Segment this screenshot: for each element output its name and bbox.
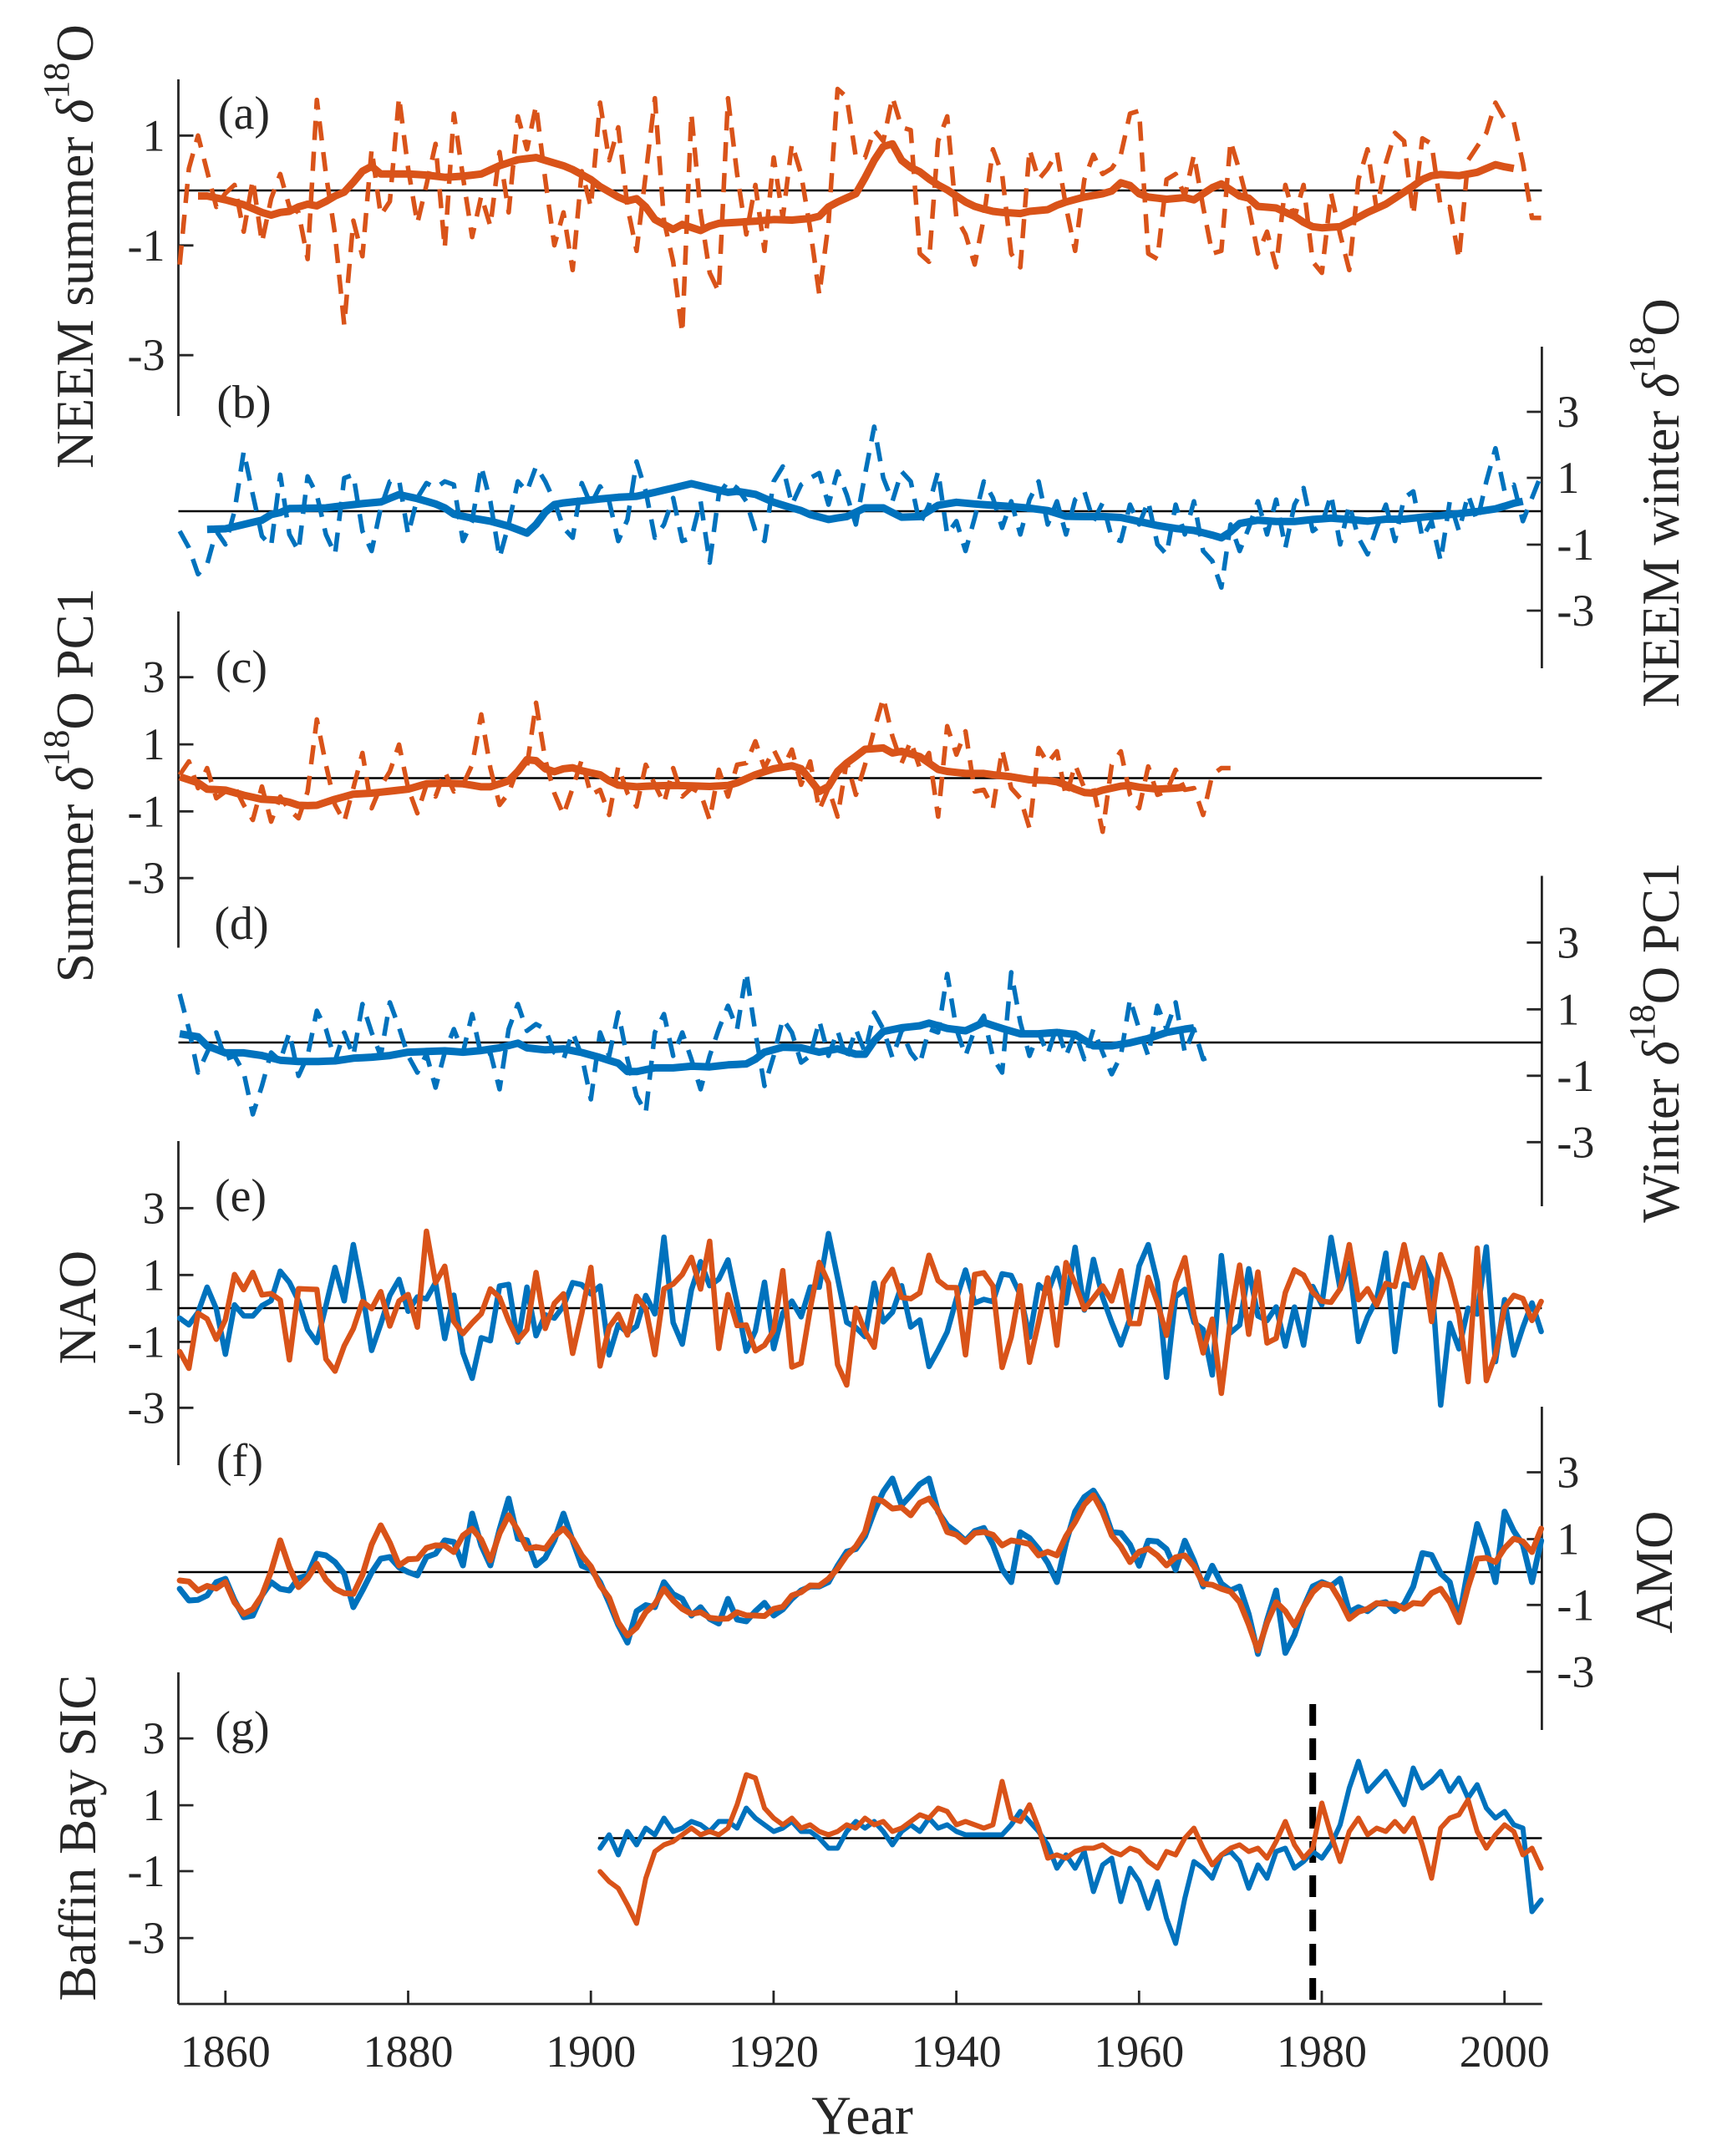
svg-text:1880: 1880 — [363, 2027, 454, 2077]
svg-text:-1: -1 — [128, 221, 165, 271]
svg-text:(c): (c) — [216, 642, 267, 693]
svg-text:NAO: NAO — [48, 1250, 107, 1365]
svg-text:(d): (d) — [214, 898, 268, 950]
svg-text:-1: -1 — [128, 1846, 165, 1896]
svg-text:3: 3 — [143, 1713, 165, 1763]
svg-text:(e): (e) — [215, 1170, 267, 1222]
svg-text:(a): (a) — [218, 88, 270, 140]
svg-text:-1: -1 — [1557, 1580, 1594, 1630]
svg-text:1940: 1940 — [912, 2027, 1002, 2077]
svg-text:-3: -3 — [128, 853, 165, 903]
svg-text:1920: 1920 — [729, 2027, 819, 2077]
svg-text:-1: -1 — [128, 786, 165, 836]
svg-text:Baffin Bay SIC: Baffin Bay SIC — [48, 1675, 107, 2001]
svg-text:1: 1 — [143, 719, 165, 769]
svg-text:Winter δ18O PC1: Winter δ18O PC1 — [1622, 862, 1691, 1222]
svg-text:1: 1 — [143, 1250, 165, 1300]
svg-text:3: 3 — [1557, 387, 1579, 437]
svg-text:-3: -3 — [128, 330, 165, 380]
svg-text:Summer δ18O PC1: Summer δ18O PC1 — [36, 588, 105, 982]
svg-text:(f): (f) — [216, 1435, 263, 1487]
svg-text:-3: -3 — [128, 1382, 165, 1433]
svg-text:-1: -1 — [1557, 1051, 1594, 1101]
svg-text:1: 1 — [143, 1780, 165, 1830]
svg-text:2000: 2000 — [1460, 2027, 1550, 2077]
svg-text:1980: 1980 — [1277, 2027, 1367, 2077]
svg-text:(b): (b) — [216, 377, 271, 429]
svg-text:3: 3 — [1557, 1448, 1579, 1498]
svg-text:-3: -3 — [1557, 586, 1594, 636]
svg-text:1: 1 — [143, 110, 165, 160]
svg-text:-1: -1 — [128, 1316, 165, 1367]
svg-text:1860: 1860 — [180, 2027, 271, 2077]
svg-text:1960: 1960 — [1094, 2027, 1184, 2077]
svg-text:-3: -3 — [1557, 1646, 1594, 1697]
svg-text:1900: 1900 — [546, 2027, 636, 2077]
svg-text:3: 3 — [143, 652, 165, 703]
svg-text:NEEM summer δ18O: NEEM summer δ18O — [36, 24, 105, 469]
svg-text:1: 1 — [1557, 453, 1579, 503]
svg-text:3: 3 — [1557, 917, 1579, 967]
svg-text:1: 1 — [1557, 1514, 1579, 1565]
svg-text:-1: -1 — [1557, 520, 1594, 570]
svg-text:-3: -3 — [128, 1913, 165, 1963]
svg-text:(g): (g) — [215, 1702, 269, 1754]
svg-text:AMO: AMO — [1625, 1510, 1684, 1633]
svg-text:3: 3 — [143, 1183, 165, 1233]
svg-text:Year: Year — [811, 2086, 913, 2147]
svg-text:1: 1 — [1557, 984, 1579, 1034]
svg-text:-3: -3 — [1557, 1117, 1594, 1167]
